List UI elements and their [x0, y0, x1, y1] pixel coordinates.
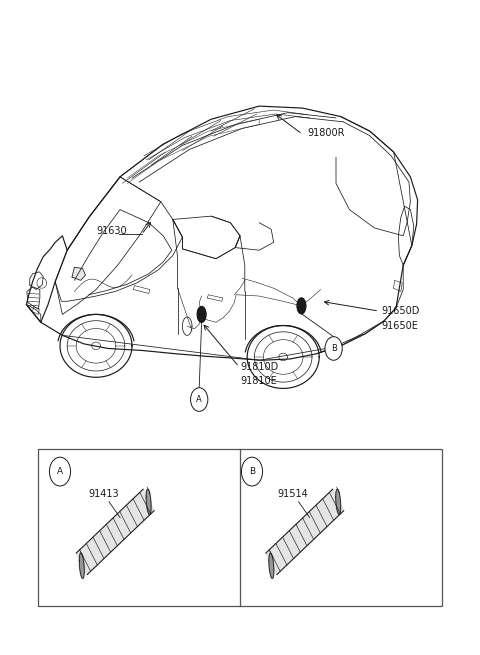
Polygon shape: [76, 489, 154, 574]
Polygon shape: [197, 307, 206, 322]
Bar: [38, 449, 442, 606]
Polygon shape: [266, 489, 344, 574]
Text: 91810D: 91810D: [240, 362, 278, 372]
Text: 91630: 91630: [96, 226, 127, 236]
Text: 91413: 91413: [88, 489, 119, 499]
Polygon shape: [336, 489, 341, 515]
Text: B: B: [249, 467, 255, 476]
Text: A: A: [57, 467, 63, 476]
Text: 91650E: 91650E: [382, 321, 419, 331]
Text: 91650D: 91650D: [382, 307, 420, 316]
Circle shape: [241, 457, 263, 486]
Circle shape: [325, 337, 342, 360]
Circle shape: [49, 457, 71, 486]
Polygon shape: [72, 267, 85, 280]
Polygon shape: [146, 489, 151, 515]
Polygon shape: [79, 553, 84, 578]
Polygon shape: [269, 553, 274, 578]
Text: 91810E: 91810E: [240, 377, 277, 386]
Text: 91514: 91514: [277, 489, 308, 499]
Polygon shape: [297, 298, 306, 314]
Text: 91800R: 91800R: [307, 128, 345, 138]
Circle shape: [191, 388, 208, 411]
Text: B: B: [331, 344, 336, 353]
Text: A: A: [196, 395, 202, 404]
